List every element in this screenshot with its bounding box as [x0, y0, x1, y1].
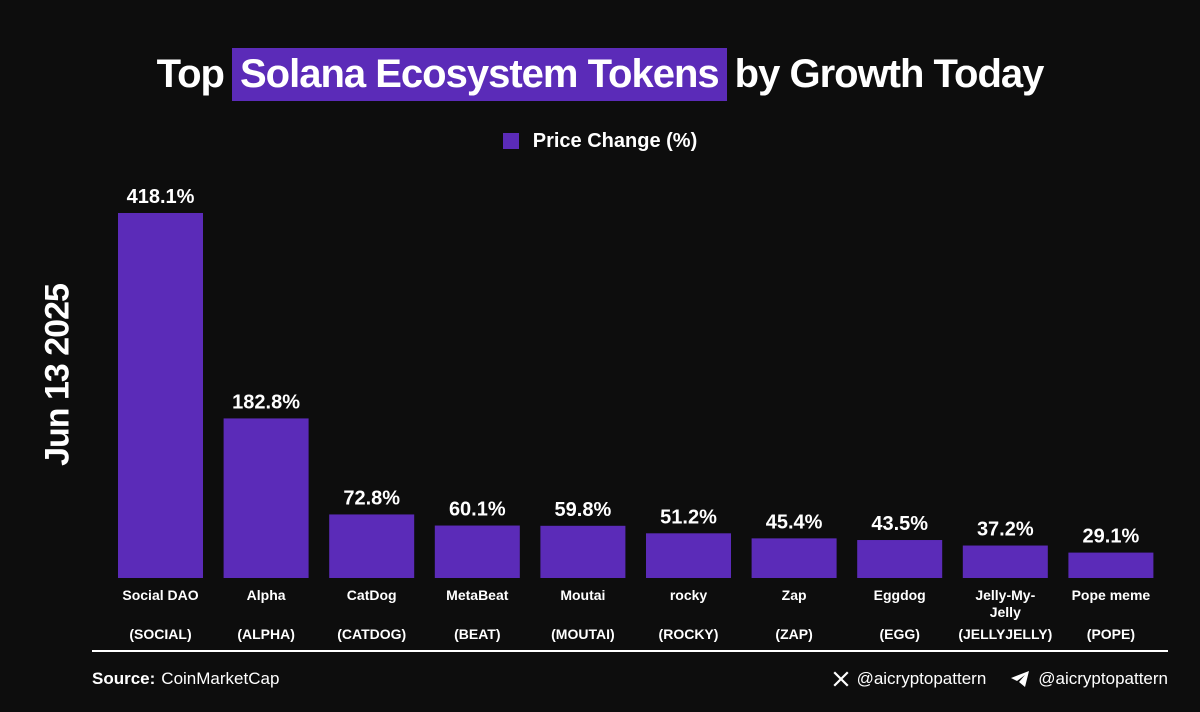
title-suffix: by Growth Today — [734, 51, 1045, 96]
bar-5 — [540, 525, 626, 578]
ticker-label-6: (ROCKY) — [659, 626, 719, 642]
title-prefix: Top — [156, 51, 225, 96]
bar-8 — [857, 540, 943, 578]
category-label-5: Moutai — [560, 587, 605, 603]
bar-9 — [962, 545, 1048, 578]
bar-10 — [1068, 552, 1154, 578]
category-label-9: Jelly-My-Jelly — [975, 587, 1035, 620]
legend-swatch — [502, 133, 519, 149]
category-label-1: Social DAO — [122, 587, 198, 603]
ticker-label-10: (POPE) — [1087, 626, 1135, 642]
ticker-label-9: (JELLYJELLY) — [958, 626, 1052, 642]
legend-label: Price Change (%) — [532, 129, 698, 152]
ticker-label-7: (ZAP) — [775, 626, 812, 642]
ticker-label-3: (CATDOG) — [337, 626, 406, 642]
value-label-7: 45.4% — [766, 511, 823, 533]
value-label-4: 60.1% — [449, 499, 506, 521]
category-label-4: MetaBeat — [446, 587, 509, 603]
bar-7 — [751, 538, 837, 578]
bar-chart: 418.1% Social DAO (SOCIAL) 182.8% Alpha (ALPH… — [118, 186, 1154, 642]
ticker-label-1: (SOCIAL) — [129, 626, 191, 642]
value-label-9: 37.2% — [977, 519, 1034, 541]
x-handle[interactable]: @aicryptopattern — [833, 669, 987, 689]
source-key: Source: — [92, 669, 156, 688]
x-logo-icon — [833, 671, 849, 687]
value-label-1: 418.1% — [127, 186, 195, 208]
ticker-label-2: (ALPHA) — [237, 626, 295, 642]
telegram-icon — [1011, 671, 1030, 687]
telegram-handle-text: @aicryptopattern — [1038, 669, 1168, 688]
bar-2 — [223, 418, 309, 578]
social-handles: @aicryptopattern @aicryptopattern — [809, 668, 1168, 690]
category-label-2: Alpha — [247, 587, 286, 603]
ticker-label-8: (EGG) — [879, 626, 919, 642]
x-handle-text: @aicryptopattern — [856, 669, 987, 688]
category-label-10: Pope meme — [1072, 587, 1151, 603]
value-label-8: 43.5% — [871, 513, 928, 535]
footer-divider — [92, 650, 1168, 652]
telegram-handle[interactable]: @aicryptopattern — [1010, 669, 1168, 689]
category-label-8: Eggdog — [874, 587, 926, 603]
ticker-label-5: (MOUTAI) — [551, 626, 615, 642]
value-label-6: 51.2% — [660, 506, 717, 528]
bar-6 — [646, 533, 731, 578]
category-label-6: rocky — [670, 587, 708, 603]
chart-title: Top Solana Ecosystem Tokens by Growth To… — [0, 44, 1200, 104]
bar-1 — [118, 213, 203, 578]
bar-3 — [329, 514, 415, 578]
source-line: Source: CoinMarketCap — [92, 668, 279, 690]
category-label-7: Zap — [782, 587, 807, 603]
value-label-2: 182.8% — [232, 391, 300, 413]
ticker-label-4: (BEAT) — [454, 626, 500, 642]
value-label-5: 59.8% — [555, 499, 612, 521]
category-label-3: CatDog — [347, 587, 397, 603]
source-value: CoinMarketCap — [161, 669, 280, 688]
value-label-10: 29.1% — [1083, 526, 1140, 548]
legend: Price Change (%) — [0, 128, 1200, 154]
title-highlight: Solana Ecosystem Tokens — [231, 47, 727, 101]
value-label-3: 72.8% — [343, 487, 400, 509]
bar-4 — [434, 525, 520, 578]
